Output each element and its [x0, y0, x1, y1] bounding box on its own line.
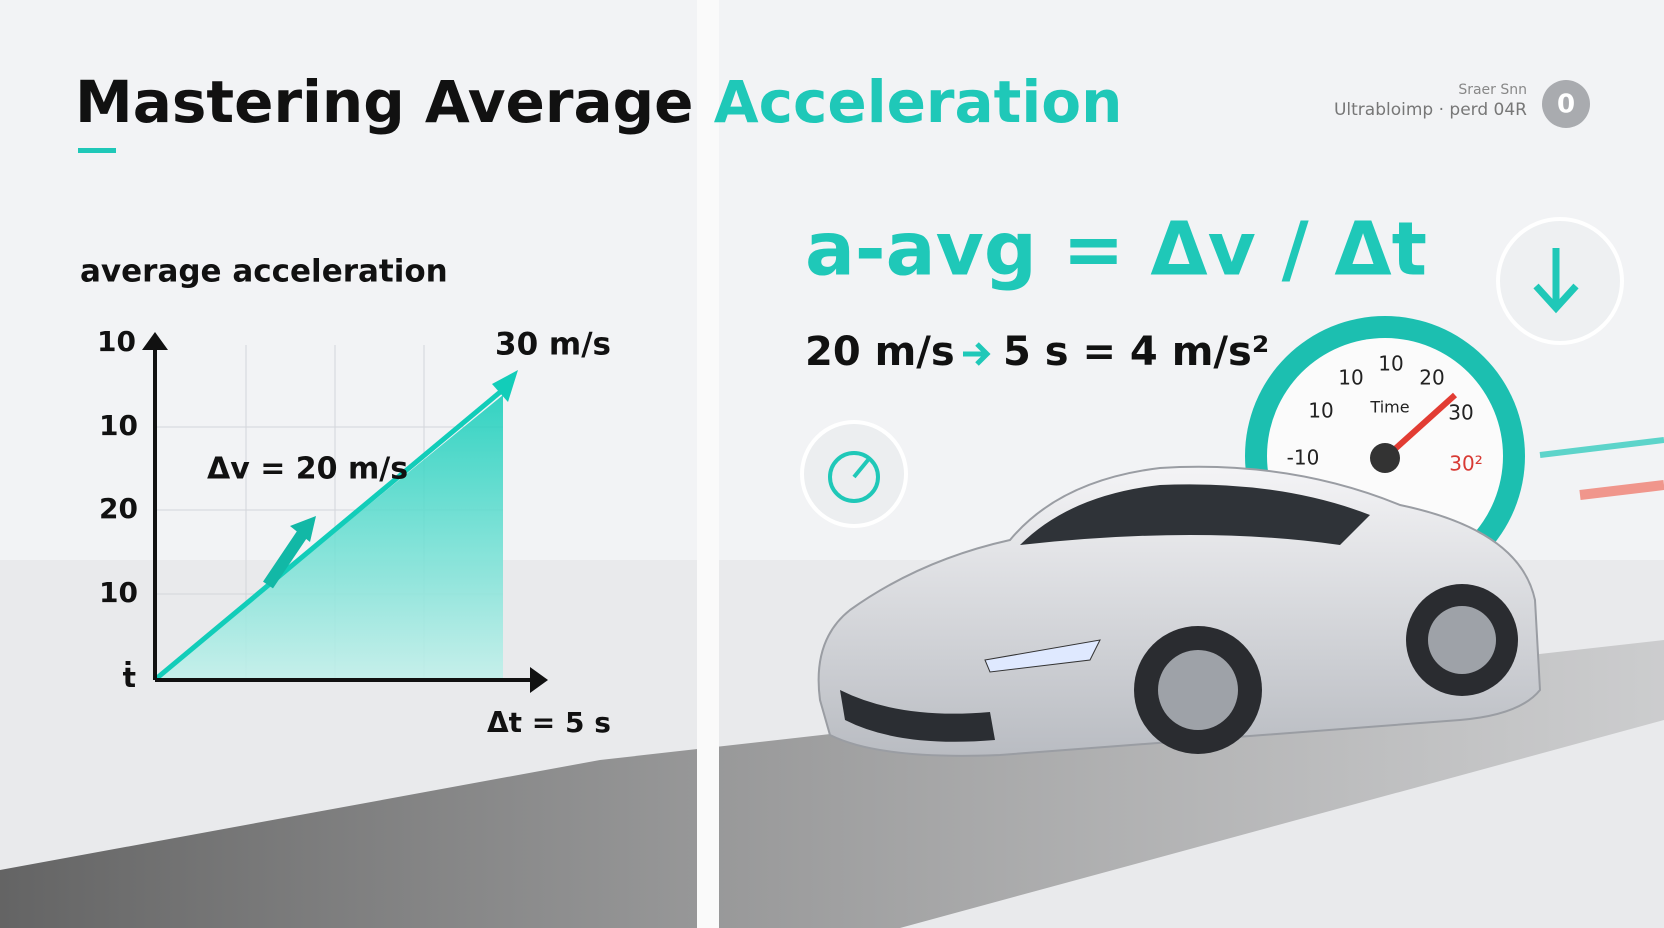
- title-underline: [78, 148, 116, 153]
- example-arrow: [963, 342, 991, 366]
- badge-line: Sraer Snn: [1458, 82, 1527, 98]
- y-label: 10: [99, 409, 138, 442]
- gauge-center-label: Time: [1369, 398, 1409, 417]
- gauge-label: 30: [1448, 401, 1473, 425]
- example-left: 20 m/s: [805, 329, 955, 375]
- formula: a-avg = Δv / Δt: [805, 207, 1427, 293]
- car-rim: [1428, 606, 1496, 674]
- gauge-label: 10: [1308, 399, 1333, 423]
- gauge-label: 30²: [1449, 452, 1482, 476]
- car-headlight: [984, 639, 1101, 673]
- y-label: 20: [99, 492, 138, 525]
- delta-v: Δv = 20 m/s: [207, 452, 408, 487]
- gauge-labels: 10 10 20 10 30 -10 30²: [1287, 352, 1483, 476]
- speed-line: [1539, 437, 1664, 458]
- gauge-label: 10: [1338, 366, 1363, 390]
- y-axis-arrow: [142, 332, 168, 350]
- title: Mastering Average Acceleration: [75, 68, 1122, 136]
- down-icon-bg: [1496, 217, 1624, 345]
- car-grille: [840, 690, 995, 742]
- title-main: Mastering Average: [75, 68, 694, 136]
- y-label: 10: [97, 325, 136, 358]
- example-right: 5 s = 4 m/s²: [1003, 329, 1269, 375]
- title-accent: Acceleration: [714, 68, 1123, 136]
- car-window: [1020, 484, 1370, 545]
- graph-label: average acceleration: [80, 254, 448, 290]
- delta-t: Δt = 5 s: [487, 706, 611, 739]
- stopwatch-hand: [852, 458, 870, 479]
- gauge-label: -10: [1287, 446, 1320, 470]
- badge-line: Ultrabloimp · perd 04R: [1334, 100, 1527, 120]
- divider: [697, 0, 719, 928]
- top-label: 30 m/s: [495, 327, 611, 363]
- gauge-label: 10: [1378, 352, 1403, 376]
- gauge-hub: [1370, 443, 1400, 473]
- car-body: [817, 465, 1542, 757]
- stopwatch-icon: [828, 451, 880, 503]
- x-axis-arrow: [530, 667, 548, 693]
- badge-icon: 0: [1557, 90, 1575, 120]
- y-label: 10: [99, 576, 138, 609]
- speed-line: [1579, 480, 1664, 500]
- slope-arrowhead: [492, 370, 518, 402]
- badge-icon-bg: [1542, 80, 1590, 128]
- y-labels: 10 10 20 10 ṫ: [97, 325, 138, 694]
- small-arrow: [263, 526, 310, 589]
- gauge-label: 20: [1419, 366, 1444, 390]
- down-icon: [1533, 248, 1579, 314]
- y-label: ṫ: [123, 660, 136, 694]
- slope-line: [155, 386, 507, 680]
- gauge-needle: [1382, 392, 1458, 461]
- small-arrowhead: [290, 516, 316, 542]
- car-rim: [1158, 650, 1238, 730]
